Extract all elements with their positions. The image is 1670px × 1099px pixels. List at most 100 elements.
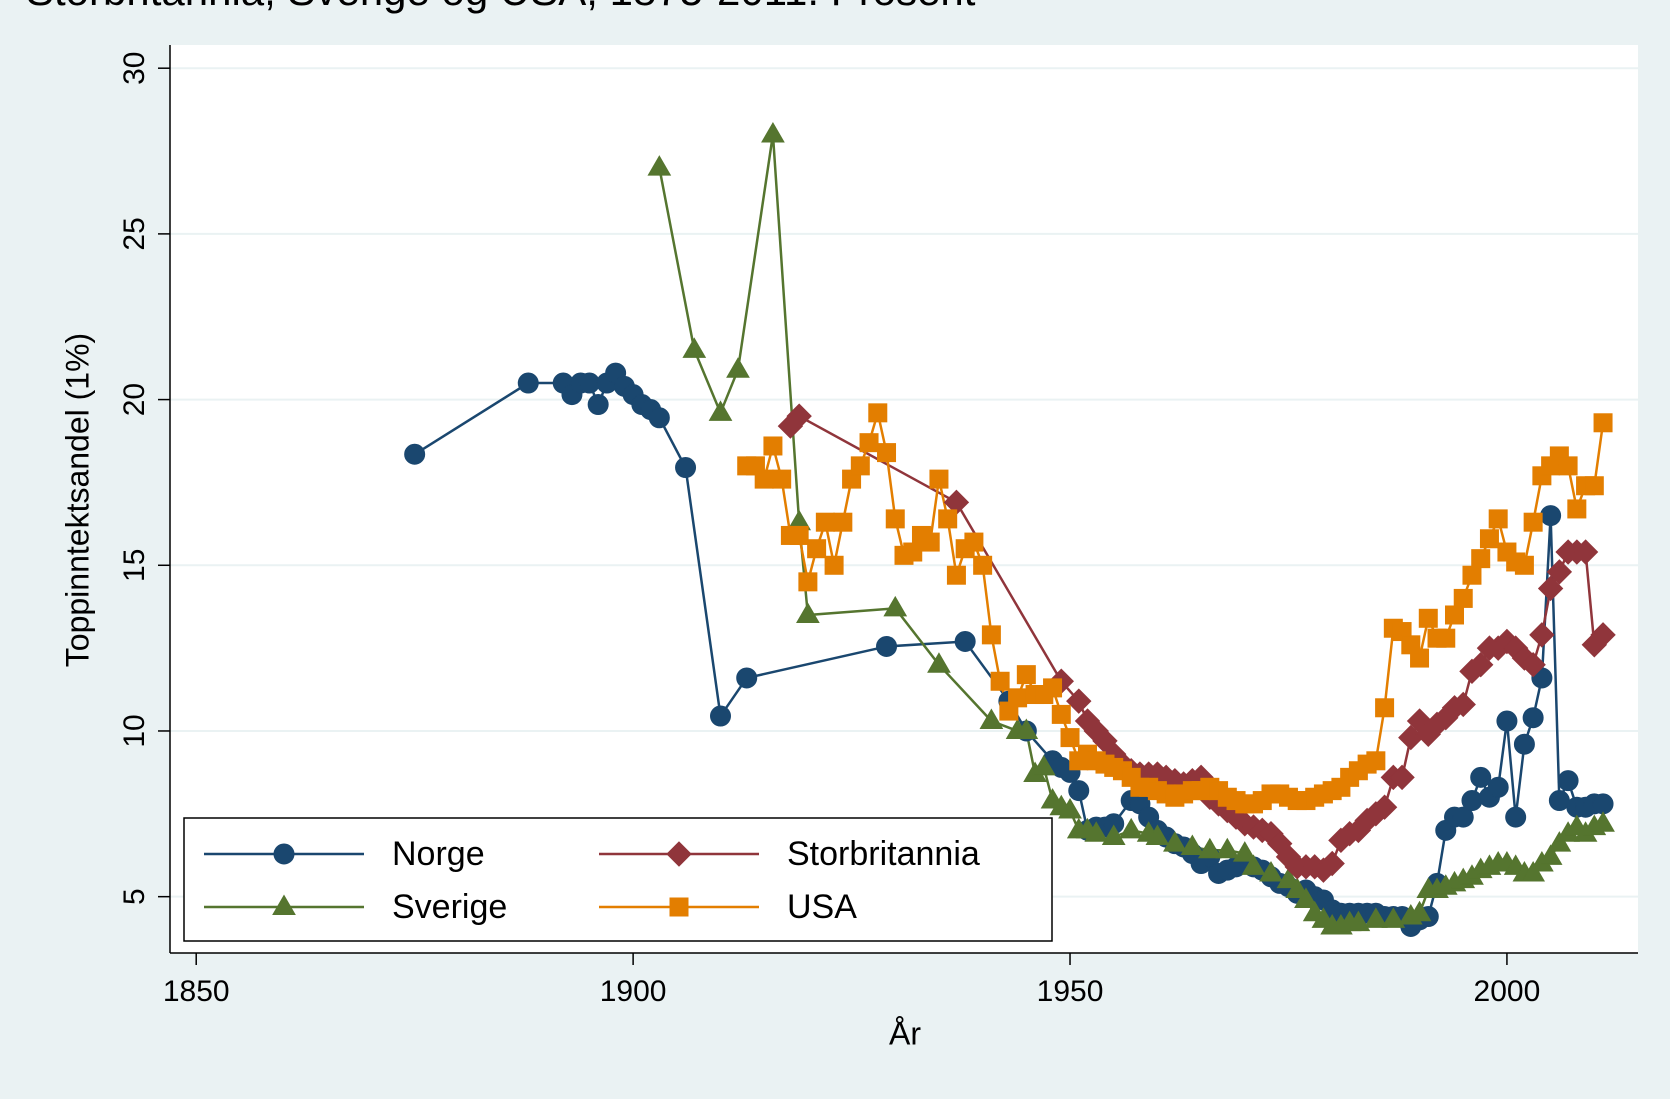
legend-marker <box>669 897 689 917</box>
y-axis-label: Toppinntektsandel (1%) <box>59 333 95 667</box>
marker <box>1522 707 1544 729</box>
marker <box>648 407 670 429</box>
marker <box>903 542 923 562</box>
chart-title: Storbritannia, Sverige og USA, 1875-2011… <box>26 0 976 14</box>
marker <box>1445 605 1464 625</box>
marker <box>920 532 940 552</box>
legend-marker <box>272 894 296 915</box>
marker <box>1546 559 1573 585</box>
marker <box>981 625 1001 645</box>
marker <box>927 652 951 673</box>
marker <box>1418 608 1438 628</box>
marker <box>954 630 976 652</box>
marker <box>708 400 733 421</box>
marker <box>1537 575 1564 602</box>
marker <box>1468 651 1494 678</box>
marker <box>1479 529 1499 549</box>
marker <box>1016 665 1036 685</box>
marker <box>1389 764 1415 791</box>
plot-area <box>170 45 1638 953</box>
marker <box>763 436 783 456</box>
marker <box>1366 751 1386 771</box>
marker <box>946 565 966 585</box>
marker <box>1538 844 1563 865</box>
marker <box>1572 539 1599 565</box>
legend-marker <box>273 843 295 865</box>
marker <box>1407 900 1432 922</box>
marker <box>1520 651 1546 678</box>
x-tick-label: 2000 <box>1474 975 1541 1008</box>
marker <box>1558 456 1578 476</box>
marker <box>938 509 958 529</box>
y-tick-label: 5 <box>118 888 151 905</box>
marker <box>1319 850 1345 877</box>
marker <box>1058 798 1082 819</box>
marker <box>1101 824 1126 846</box>
marker <box>833 512 853 532</box>
marker <box>1180 834 1205 855</box>
marker <box>1471 549 1491 569</box>
legend-label: Sverige <box>392 888 507 926</box>
marker <box>1513 733 1535 755</box>
marker <box>1529 622 1555 648</box>
marker <box>990 671 1010 691</box>
marker <box>1496 710 1518 732</box>
marker <box>1593 413 1613 433</box>
marker <box>1410 648 1430 668</box>
marker <box>675 457 697 479</box>
marker <box>1567 499 1587 519</box>
marker <box>1523 512 1543 532</box>
marker <box>1215 837 1240 859</box>
marker <box>1008 688 1028 708</box>
marker <box>682 337 707 358</box>
marker <box>885 509 905 529</box>
y-tick-label: 30 <box>118 52 151 85</box>
marker <box>1470 766 1492 788</box>
marker <box>1375 698 1395 718</box>
marker <box>1163 831 1187 852</box>
marker <box>1591 811 1615 832</box>
marker <box>824 555 844 575</box>
y-tick-label: 15 <box>118 549 151 582</box>
marker <box>1031 754 1056 776</box>
marker <box>1285 877 1310 899</box>
marker <box>789 525 809 545</box>
marker <box>1488 509 1508 529</box>
legend-label: Norge <box>392 835 485 873</box>
marker <box>929 469 949 489</box>
x-tick-label: 1950 <box>1037 975 1104 1008</box>
marker <box>798 572 818 592</box>
marker <box>1363 907 1388 928</box>
marker <box>807 539 827 559</box>
marker <box>1453 588 1473 608</box>
marker <box>1060 728 1080 748</box>
marker <box>1119 817 1144 839</box>
marker <box>1436 628 1456 648</box>
marker <box>1557 770 1579 792</box>
marker <box>1592 793 1614 815</box>
marker <box>877 443 897 463</box>
legend-label: Storbritannia <box>787 835 980 873</box>
marker <box>859 433 879 453</box>
x-tick-label: 1850 <box>163 975 230 1008</box>
marker <box>1450 691 1476 718</box>
marker <box>1232 841 1257 862</box>
marker <box>1084 821 1109 842</box>
marker <box>1145 824 1170 846</box>
marker <box>1294 887 1318 908</box>
x-axis-label: År <box>889 1015 921 1051</box>
marker <box>404 443 426 465</box>
marker <box>1043 678 1063 698</box>
marker <box>973 555 993 575</box>
marker <box>1346 910 1371 932</box>
marker <box>1505 806 1527 828</box>
marker <box>815 512 835 532</box>
marker <box>883 595 908 617</box>
legend-box <box>183 817 1053 942</box>
marker <box>979 708 1004 730</box>
marker <box>761 121 785 143</box>
marker <box>647 155 672 176</box>
marker <box>786 403 812 429</box>
marker <box>1066 688 1092 714</box>
